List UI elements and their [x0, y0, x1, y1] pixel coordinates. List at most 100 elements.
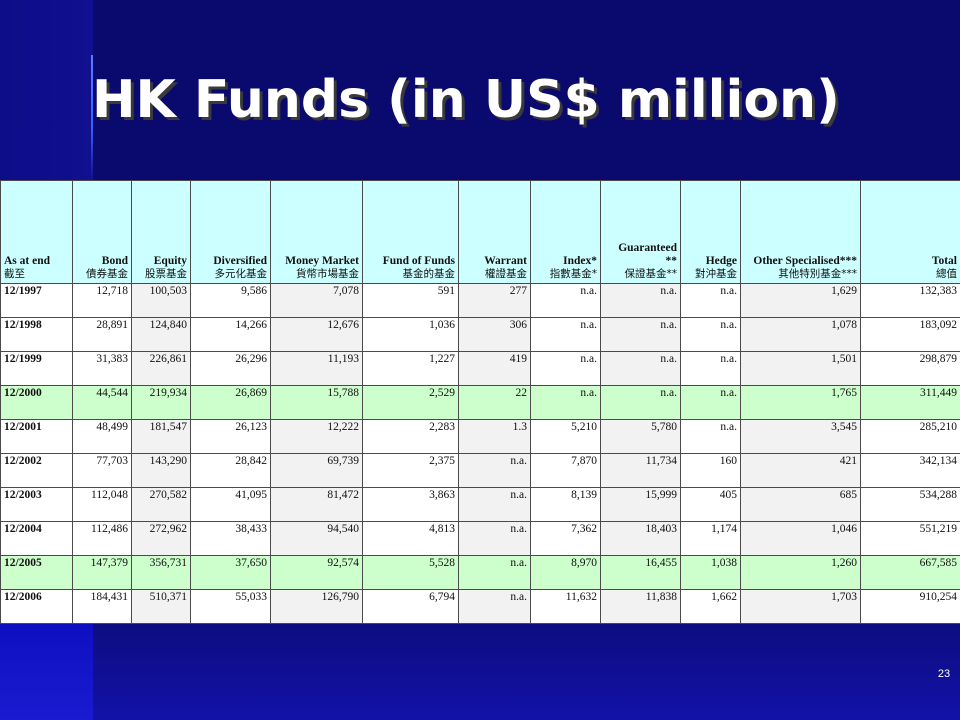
- value-cell: 277: [458, 283, 531, 318]
- table-row: 12/1999 31,383 226,861 26,296 11,193 1,227 419…: [0, 351, 960, 386]
- value-cell: 272,962: [131, 521, 191, 556]
- value-cell: n.a.: [530, 317, 601, 352]
- value-cell: 11,632: [530, 589, 601, 624]
- value-cell: 219,934: [131, 385, 191, 420]
- column-header-chinese: 指數基金*: [549, 268, 597, 280]
- row-date-cell: 12/2004: [0, 521, 73, 556]
- value-cell: 356,731: [131, 555, 191, 590]
- value-cell: 28,891: [72, 317, 132, 352]
- table-row: 12/2005 147,379 356,731 37,650 92,574 5,528 n.…: [0, 555, 960, 590]
- table-row: 12/2001 48,499 181,547 26,123 12,222 2,283 1.3…: [0, 419, 960, 454]
- value-cell: 184,431: [72, 589, 132, 624]
- column-header: Money Market 貨幣市場基金: [270, 180, 363, 284]
- value-cell: 285,210: [860, 419, 960, 454]
- column-header-chinese: 其他特別基金***: [778, 268, 857, 280]
- value-cell: 100,503: [131, 283, 191, 318]
- column-header-chinese: 股票基金: [145, 268, 187, 280]
- value-cell: 5,528: [362, 555, 459, 590]
- value-cell: 910,254: [860, 589, 960, 624]
- value-cell: 112,048: [72, 487, 132, 522]
- table-row: 12/2006 184,431 510,371 55,033 126,790 6,794 n…: [0, 589, 960, 624]
- value-cell: 270,582: [131, 487, 191, 522]
- column-header-english: Guaranteed **: [618, 242, 677, 267]
- value-cell: 685: [740, 487, 861, 522]
- value-cell: 8,139: [530, 487, 601, 522]
- title-accent-line: [91, 55, 93, 180]
- value-cell: 94,540: [270, 521, 363, 556]
- value-cell: 8,970: [530, 555, 601, 590]
- value-cell: 1,046: [740, 521, 861, 556]
- column-header: Index* 指數基金*: [530, 180, 601, 284]
- value-cell: 1,038: [680, 555, 741, 590]
- table-body: 12/1997 12,718 100,503 9,586 7,078 591 277 n.a.…: [0, 283, 960, 624]
- value-cell: 12,718: [72, 283, 132, 318]
- value-cell: 298,879: [860, 351, 960, 386]
- table-row: 12/2002 77,703 143,290 28,842 69,739 2,375 n.a…: [0, 453, 960, 488]
- value-cell: 1.3: [458, 419, 531, 454]
- value-cell: 311,449: [860, 385, 960, 420]
- value-cell: n.a.: [458, 453, 531, 488]
- column-header-chinese: 權證基金: [485, 268, 527, 280]
- column-header-chinese: 貨幣市場基金: [296, 268, 359, 280]
- value-cell: n.a.: [458, 487, 531, 522]
- column-header-chinese: 對沖基金: [695, 268, 737, 280]
- value-cell: 12,222: [270, 419, 363, 454]
- value-cell: n.a.: [680, 317, 741, 352]
- column-header-english: Total: [931, 255, 957, 267]
- value-cell: 124,840: [131, 317, 191, 352]
- column-header: Diversified 多元化基金: [190, 180, 271, 284]
- value-cell: n.a.: [458, 521, 531, 556]
- value-cell: 14,266: [190, 317, 271, 352]
- column-header-chinese: 債券基金: [86, 268, 128, 280]
- value-cell: 7,078: [270, 283, 363, 318]
- value-cell: 1,501: [740, 351, 861, 386]
- value-cell: 226,861: [131, 351, 191, 386]
- value-cell: 11,838: [600, 589, 681, 624]
- value-cell: 3,545: [740, 419, 861, 454]
- value-cell: 1,260: [740, 555, 861, 590]
- value-cell: 181,547: [131, 419, 191, 454]
- column-header-english: Fund of Funds: [382, 255, 455, 267]
- value-cell: 38,433: [190, 521, 271, 556]
- value-cell: 11,193: [270, 351, 363, 386]
- value-cell: 41,095: [190, 487, 271, 522]
- value-cell: n.a.: [530, 283, 601, 318]
- value-cell: 15,788: [270, 385, 363, 420]
- column-header-chinese: 總值: [936, 268, 957, 280]
- table-row: 12/1998 28,891 124,840 14,266 12,676 1,036 306…: [0, 317, 960, 352]
- value-cell: 7,362: [530, 521, 601, 556]
- column-header-english: Equity: [153, 255, 187, 267]
- column-header: Total 總值: [860, 180, 960, 284]
- column-header: Warrant 權證基金: [458, 180, 531, 284]
- value-cell: 1,703: [740, 589, 861, 624]
- value-cell: n.a.: [458, 555, 531, 590]
- value-cell: 26,869: [190, 385, 271, 420]
- value-cell: 7,870: [530, 453, 601, 488]
- value-cell: n.a.: [600, 385, 681, 420]
- value-cell: 4,813: [362, 521, 459, 556]
- value-cell: n.a.: [680, 351, 741, 386]
- value-cell: n.a.: [600, 351, 681, 386]
- column-header: Equity 股票基金: [131, 180, 191, 284]
- value-cell: 11,734: [600, 453, 681, 488]
- value-cell: 112,486: [72, 521, 132, 556]
- value-cell: 92,574: [270, 555, 363, 590]
- column-header-english: Diversified: [213, 255, 267, 267]
- value-cell: 419: [458, 351, 531, 386]
- value-cell: 69,739: [270, 453, 363, 488]
- value-cell: 37,650: [190, 555, 271, 590]
- value-cell: 551,219: [860, 521, 960, 556]
- row-date-cell: 12/2002: [0, 453, 73, 488]
- value-cell: 342,134: [860, 453, 960, 488]
- value-cell: 3,863: [362, 487, 459, 522]
- value-cell: 26,123: [190, 419, 271, 454]
- value-cell: 183,092: [860, 317, 960, 352]
- column-header-chinese: 多元化基金: [214, 268, 268, 280]
- row-date-cell: 12/1998: [0, 317, 73, 352]
- column-header-chinese: 保證基金**: [624, 268, 678, 280]
- column-header: Bond 債券基金: [72, 180, 132, 284]
- value-cell: 1,765: [740, 385, 861, 420]
- value-cell: 591: [362, 283, 459, 318]
- column-header-english: Bond: [101, 255, 128, 267]
